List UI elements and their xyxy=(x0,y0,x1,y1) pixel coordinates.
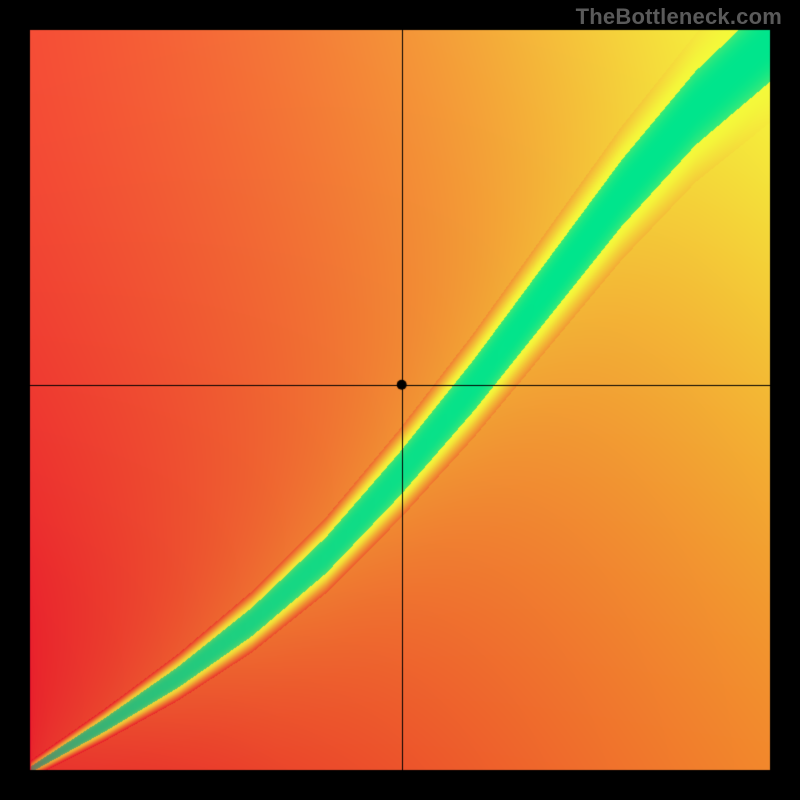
watermark-text: TheBottleneck.com xyxy=(576,4,782,30)
chart-container: TheBottleneck.com xyxy=(0,0,800,800)
heatmap-canvas xyxy=(0,0,800,800)
